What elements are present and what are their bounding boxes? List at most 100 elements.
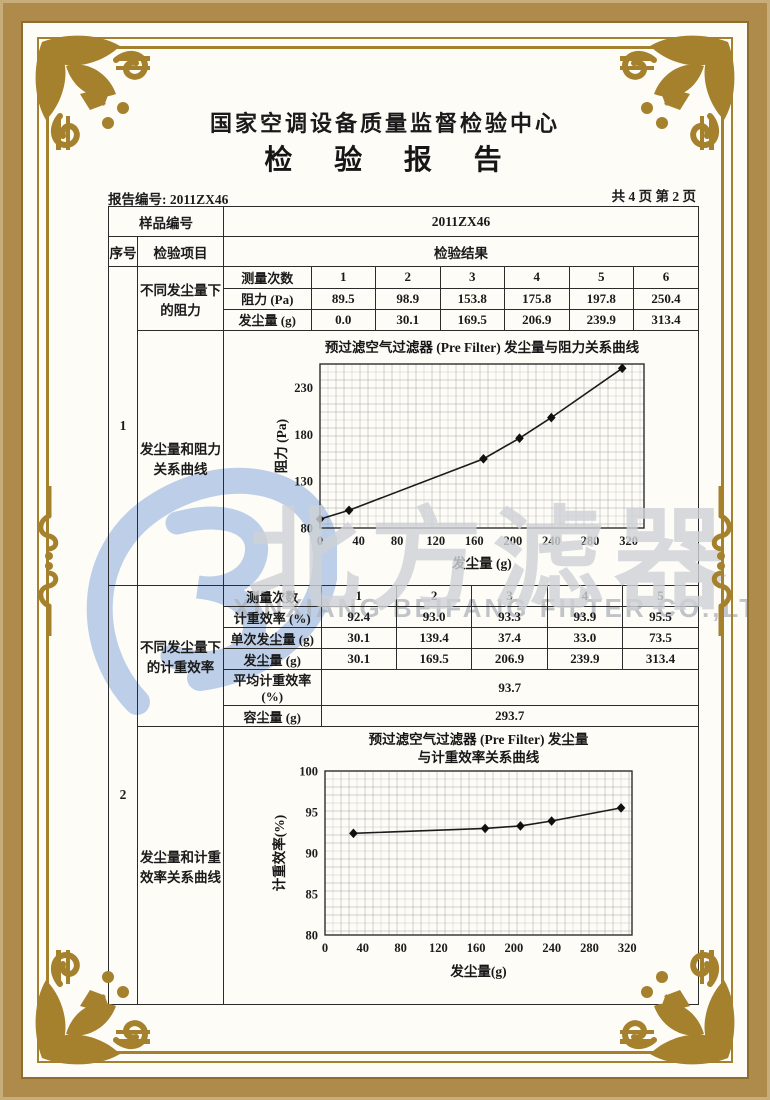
svg-text:80: 80 xyxy=(301,521,314,535)
svg-text:40: 40 xyxy=(357,941,370,955)
page-indicator: 共 4 页 第 2 页 xyxy=(611,189,696,204)
svg-text:200: 200 xyxy=(503,534,522,548)
t2-row-label: 单次发尘量 (g) xyxy=(224,627,322,649)
t1-cell: 169.5 xyxy=(439,308,505,330)
resistance-measurements: 测量次数 1 2 3 4 5 6 阻力 (Pa) 89.5 98.9 xyxy=(223,266,699,331)
t1-header-label: 测量次数 xyxy=(224,267,312,289)
resistance-chart: 0 40 80 120 160 200 240 280 320 80 130 180 230 预过滤空气过… xyxy=(224,332,697,585)
svg-text:0: 0 xyxy=(317,534,323,548)
t1-col: 6 xyxy=(633,267,698,289)
report-title: 检 验 报 告 xyxy=(264,144,506,175)
svg-text:95: 95 xyxy=(306,805,319,819)
row-1a: 1 不同发尘量下的阻力 测量次数 1 2 3 4 5 6 xyxy=(108,266,699,586)
svg-text:与计重效率关系曲线: 与计重效率关系曲线 xyxy=(418,749,540,765)
t1-col: 4 xyxy=(504,267,570,289)
seq-2: 2 xyxy=(108,585,138,1005)
sample-number-label: 样品编号 xyxy=(108,206,224,237)
svg-text:85: 85 xyxy=(306,887,319,901)
col-header-seq: 序号 xyxy=(108,236,138,267)
t2-cell: 169.5 xyxy=(395,648,473,670)
svg-text:200: 200 xyxy=(505,941,524,955)
t2-cell: 30.1 xyxy=(320,627,397,649)
t2-cell: 37.4 xyxy=(471,627,548,649)
svg-text:180: 180 xyxy=(294,427,313,441)
t1-cell: 153.8 xyxy=(439,287,505,310)
svg-text:320: 320 xyxy=(618,941,637,955)
t1-cell: 30.1 xyxy=(375,308,441,330)
t1-cell: 239.9 xyxy=(568,308,634,330)
t2-cell: 239.9 xyxy=(546,648,624,670)
svg-text:120: 120 xyxy=(429,941,448,955)
svg-text:90: 90 xyxy=(306,846,319,860)
t2-cell: 95.5 xyxy=(622,606,698,628)
svg-text:计重效率(%): 计重效率(%) xyxy=(271,814,287,891)
item-resistance: 不同发尘量下的阻力 xyxy=(137,266,224,331)
t2-cell: 93.3 xyxy=(471,606,548,628)
svg-text:发尘量(g): 发尘量(g) xyxy=(449,963,506,979)
seq-1: 1 xyxy=(108,266,138,586)
svg-text:预过滤空气过滤器 (Pre Filter) 发尘量与阻力关系: 预过滤空气过滤器 (Pre Filter) 发尘量与阻力关系曲线 xyxy=(325,339,640,355)
item-efficiency: 不同发尘量下的计重效率 xyxy=(137,585,224,727)
row-2b: 发尘量和计重效率关系曲线 0 40 80 120 160 200 240 280 320 80 85… xyxy=(109,726,699,1005)
svg-text:发尘量 (g): 发尘量 (g) xyxy=(451,555,512,571)
t1-col: 3 xyxy=(439,267,505,289)
t1-cell: 313.4 xyxy=(633,308,698,330)
t2-avg-label: 平均计重效率 (%) xyxy=(224,669,322,706)
svg-text:120: 120 xyxy=(426,534,445,548)
col-header-result: 检验结果 xyxy=(223,236,699,267)
svg-text:160: 160 xyxy=(465,534,484,548)
svg-text:0: 0 xyxy=(322,941,328,955)
svg-text:320: 320 xyxy=(619,534,638,548)
t2-avg-value: 93.7 xyxy=(320,669,698,706)
item-resistance-curve: 发尘量和阻力关系曲线 xyxy=(137,330,224,586)
t2-cell: 33.0 xyxy=(546,627,624,649)
efficiency-chart-cell: 0 40 80 120 160 200 240 280 320 80 85 90 95 100 预过滤空气过… xyxy=(223,726,699,1005)
t2-row-label: 发尘量 (g) xyxy=(224,648,322,670)
t2-col: 5 xyxy=(622,586,698,607)
resistance-inner-table: 测量次数 1 2 3 4 5 6 阻力 (Pa) 89.5 98.9 xyxy=(224,267,698,330)
t1-cell: 175.8 xyxy=(504,287,570,310)
svg-text:240: 240 xyxy=(542,941,561,955)
t2-cell: 93.0 xyxy=(395,606,473,628)
svg-text:100: 100 xyxy=(299,764,318,778)
svg-text:80: 80 xyxy=(306,928,319,942)
t1-row-label: 发尘量 (g) xyxy=(224,308,312,330)
t1-col: 5 xyxy=(568,267,634,289)
svg-text:80: 80 xyxy=(391,534,404,548)
t2-cell: 92.4 xyxy=(320,606,397,628)
svg-text:80: 80 xyxy=(394,941,407,955)
t1-cell: 89.5 xyxy=(310,287,376,310)
row-1b: 发尘量和阻力关系曲线 0 40 80 120 160 200 240 280 320 80 130 1… xyxy=(109,330,699,586)
resistance-chart-cell: 0 40 80 120 160 200 240 280 320 80 130 180 230 预过滤空气过… xyxy=(223,330,699,586)
t2-cell: 206.9 xyxy=(471,648,548,670)
t2-col: 3 xyxy=(471,586,548,607)
t1-cell: 206.9 xyxy=(504,308,570,330)
t2-col: 1 xyxy=(320,586,397,607)
svg-text:240: 240 xyxy=(542,534,561,548)
results-table: 样品编号 2011ZX46 序号 检验项目 检验结果 1 不同发尘量下的阻力 测… xyxy=(108,206,699,1005)
t1-cell: 0.0 xyxy=(310,308,376,330)
t2-cell: 313.4 xyxy=(622,648,698,670)
efficiency-chart: 0 40 80 120 160 200 240 280 320 80 85 90 95 100 预过滤空气过… xyxy=(224,728,697,1004)
svg-text:40: 40 xyxy=(352,534,365,548)
item-efficiency-curve: 发尘量和计重效率关系曲线 xyxy=(137,726,224,1005)
sample-number-row: 样品编号 2011ZX46 xyxy=(108,206,699,237)
svg-text:160: 160 xyxy=(467,941,486,955)
inspection-center-name: 国家空调设备质量监督检验中心 xyxy=(209,111,560,136)
t2-col: 4 xyxy=(546,586,624,607)
t2-capacity-label: 容尘量 (g) xyxy=(224,705,322,726)
svg-text:230: 230 xyxy=(294,380,313,394)
efficiency-inner-table: 测量次数 1 2 3 4 5 计重效率 (%) 92.4 93.0 93.3 xyxy=(224,586,698,726)
svg-text:130: 130 xyxy=(294,474,313,488)
t2-cell: 30.1 xyxy=(320,648,397,670)
sample-number-value: 2011ZX46 xyxy=(223,206,699,237)
svg-text:阻力 (Pa): 阻力 (Pa) xyxy=(273,418,289,472)
t2-cell: 139.4 xyxy=(395,627,473,649)
t2-row-label: 计重效率 (%) xyxy=(224,606,322,628)
row-2a: 2 不同发尘量下的计重效率 测量次数 1 2 3 4 5 xyxy=(108,585,699,1005)
report-number: 报告编号: 2011ZX46 xyxy=(108,192,229,207)
column-header-row: 序号 检验项目 检验结果 xyxy=(108,236,699,267)
svg-text:预过滤空气过滤器 (Pre Filter) 发尘量: 预过滤空气过滤器 (Pre Filter) 发尘量 xyxy=(369,731,589,747)
